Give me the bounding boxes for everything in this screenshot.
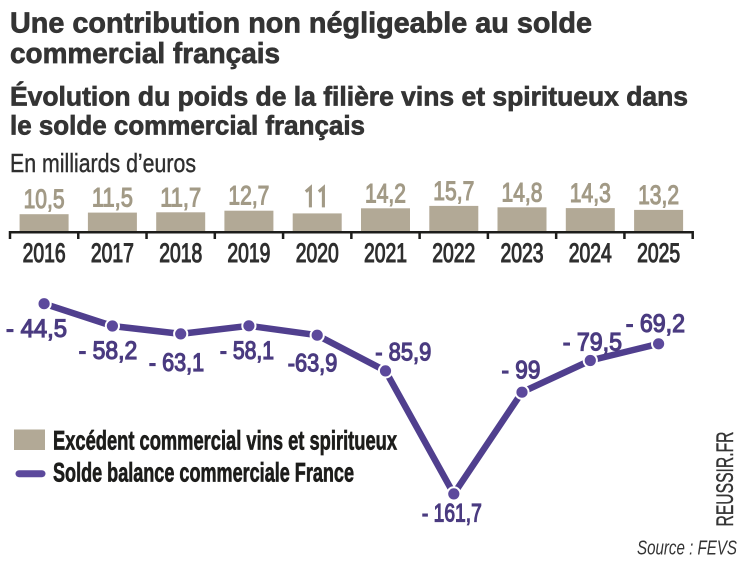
svg-text:Excédent commercial vins et sp: Excédent commercial vins et spiritueux (53, 426, 397, 456)
svg-text:- 63,1: - 63,1 (149, 349, 204, 377)
svg-text:2024: 2024 (569, 238, 612, 268)
svg-text:En milliards d’euros: En milliards d’euros (10, 148, 196, 178)
svg-text:- 99: - 99 (502, 357, 541, 385)
svg-text:2022: 2022 (432, 238, 475, 268)
svg-text:- 161,7: - 161,7 (422, 500, 482, 528)
svg-text:2023: 2023 (501, 238, 544, 268)
svg-text:2018: 2018 (159, 238, 202, 268)
svg-text:- 79,5: - 79,5 (563, 329, 622, 357)
svg-text:11,7: 11,7 (160, 182, 201, 212)
svg-text:- 58,1: - 58,1 (220, 337, 274, 365)
svg-text:2025: 2025 (637, 238, 680, 268)
svg-text:2021: 2021 (364, 238, 407, 268)
svg-text:14,3: 14,3 (570, 178, 611, 208)
svg-text:Source : FEVS: Source : FEVS (637, 538, 737, 560)
svg-text:14,8: 14,8 (502, 177, 543, 207)
svg-text:11,5: 11,5 (92, 183, 133, 213)
svg-text:15,7: 15,7 (433, 176, 474, 206)
svg-text:12,7: 12,7 (228, 181, 269, 211)
svg-text:Une contribution non négligeab: Une contribution non négligeable au sold… (10, 8, 592, 40)
svg-text:- 85,9: - 85,9 (375, 339, 431, 367)
svg-text:2017: 2017 (91, 238, 134, 268)
svg-text:2020: 2020 (296, 238, 339, 268)
svg-text:10,5: 10,5 (24, 184, 65, 214)
svg-text:14,2: 14,2 (365, 178, 406, 208)
svg-text:2019: 2019 (227, 238, 270, 268)
svg-text:- 58,2: - 58,2 (79, 337, 138, 365)
svg-text:le solde commercial français: le solde commercial français (10, 111, 365, 141)
svg-text:commercial français: commercial français (10, 38, 280, 70)
svg-text:REUSSIR.FR: REUSSIR.FR (712, 432, 739, 527)
svg-text:13,2: 13,2 (638, 180, 679, 210)
svg-text:-63,9: -63,9 (288, 350, 338, 378)
svg-text:Solde balance commerciale Fran: Solde balance commerciale France (53, 458, 354, 488)
svg-text:Évolution du poids de la filiè: Évolution du poids de la filière vins et… (10, 81, 688, 112)
svg-text:- 69,2: - 69,2 (626, 310, 685, 338)
svg-text:- 44,5: - 44,5 (6, 315, 67, 343)
svg-text:2016: 2016 (23, 238, 66, 268)
